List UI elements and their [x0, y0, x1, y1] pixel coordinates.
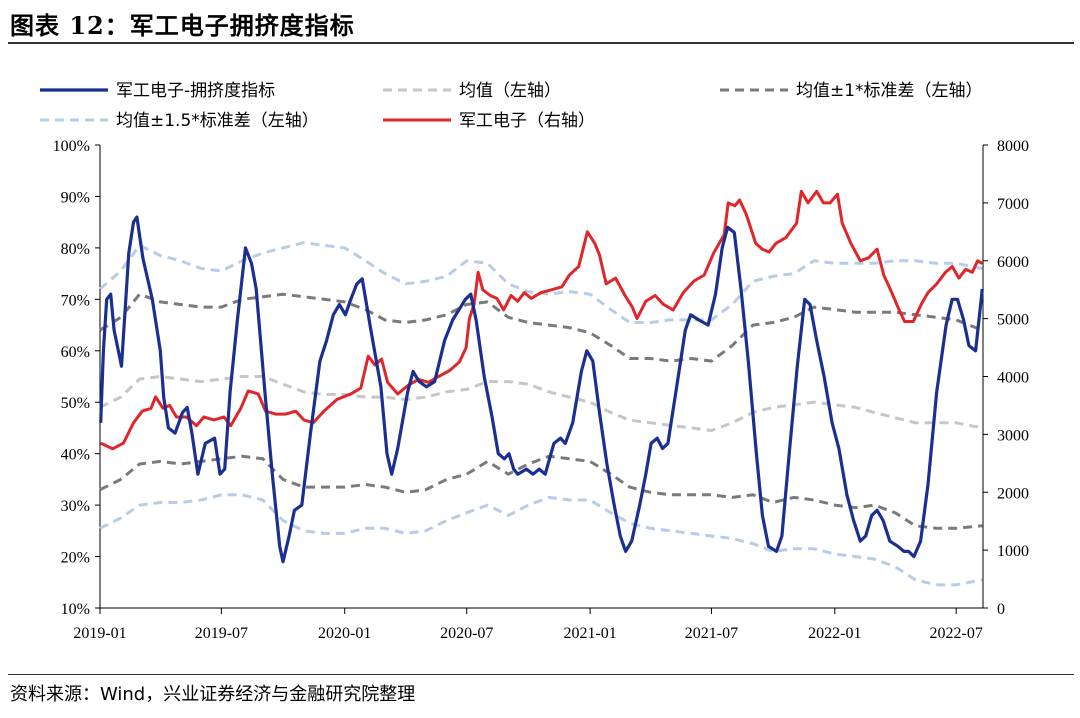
y-left-tick-label: 60%	[61, 344, 90, 361]
y-right-tick-label: 8000	[997, 138, 1029, 155]
legend-item-band1: 均值±1*标准差（左轴）	[720, 81, 983, 101]
legend-item-band15: 均值±1.5*标准差（左轴）	[40, 111, 319, 131]
legend: 军工电子-拥挤度指标 均值（左轴） 均值±1*标准差（左轴） 均值±1.5*标准差（左…	[40, 81, 983, 131]
legend-item-price: 军工电子（右轴）	[383, 111, 595, 131]
series-band1-line	[99, 292, 983, 363]
y-right-tick-label: 1000	[997, 543, 1029, 560]
series-crowding-line	[99, 215, 984, 564]
y-right-tick-label: 6000	[997, 254, 1029, 271]
crowding-chart: 军工电子-拥挤度指标 均值（左轴） 均值±1*标准差（左轴） 均值±1.5*标准差（左…	[40, 81, 1029, 642]
y-left-tick-label: 30%	[61, 498, 90, 515]
y-right-tick-label: 4000	[997, 370, 1029, 387]
y-left-tick-label: 20%	[61, 550, 90, 567]
figure-title: 图表 12：军工电子拥挤度指标	[10, 11, 355, 40]
axes: 10% 20% 30% 40% 50% 60% 70% 80% 90% 100% 0 1000 2000…	[53, 138, 1029, 642]
y-left-tick-label: 90%	[61, 189, 90, 206]
y-left-tick-label: 10%	[61, 601, 90, 618]
series-mean-line	[99, 375, 983, 432]
x-tick-label: 2022-01	[808, 625, 861, 642]
legend-item-crowding: 军工电子-拥挤度指标	[40, 81, 275, 101]
x-tick-label: 2020-01	[318, 625, 371, 642]
x-tick-label: 2020-07	[440, 625, 493, 642]
source-note: 资料来源：Wind，兴业证券经济与金融研究院整理	[10, 684, 416, 705]
y-right-tick-label: 3000	[997, 427, 1029, 444]
legend-label: 军工电子（右轴）	[459, 111, 595, 131]
legend-label: 均值±1*标准差（左轴）	[796, 81, 983, 101]
y-left-tick-label: 100%	[53, 138, 90, 155]
series-band1-low-line	[99, 454, 983, 530]
legend-label: 均值（左轴）	[459, 81, 561, 101]
y-left-tick-label: 40%	[61, 447, 90, 464]
x-tick-label: 2019-01	[73, 625, 126, 642]
legend-label: 均值±1.5*标准差（左轴）	[116, 111, 319, 131]
x-tick-label: 2021-07	[685, 625, 738, 642]
x-tick-label: 2021-01	[563, 625, 616, 642]
x-tick-label: 2022-07	[930, 625, 983, 642]
legend-label: 军工电子-拥挤度指标	[116, 81, 275, 101]
title-rule	[8, 42, 1074, 44]
source-rule	[8, 674, 1074, 675]
series-layer	[99, 189, 984, 587]
y-left-tick-label: 50%	[61, 395, 90, 412]
y-left-tick-label: 80%	[61, 241, 90, 258]
series-price-line	[100, 189, 984, 451]
y-right-tick-label: 2000	[997, 485, 1029, 502]
y-right-tick-label: 5000	[997, 312, 1029, 329]
legend-item-mean: 均值（左轴）	[383, 81, 561, 101]
y-right-tick-label: 7000	[997, 196, 1029, 213]
x-tick-label: 2019-07	[195, 625, 248, 642]
y-right-tick-label: 0	[997, 601, 1005, 618]
series-band15-line	[99, 241, 983, 324]
y-left-tick-label: 70%	[61, 292, 90, 309]
series-band15-low-line	[99, 493, 983, 587]
